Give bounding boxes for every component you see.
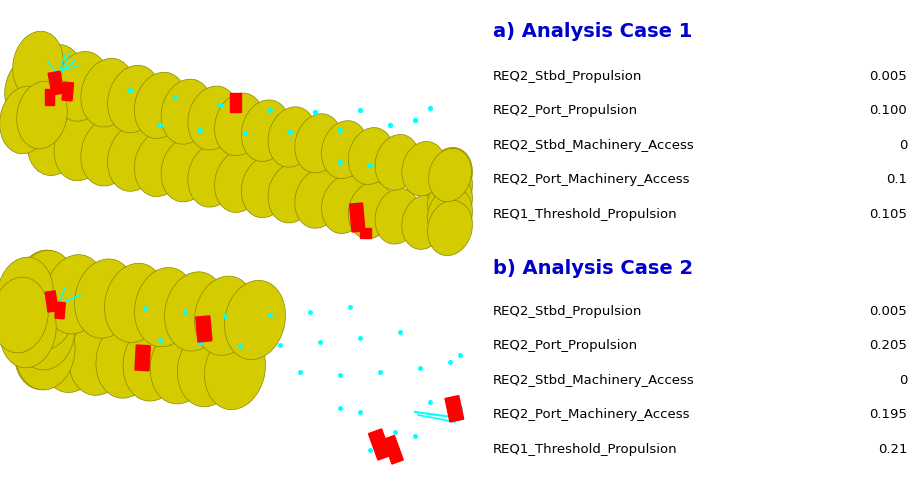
Text: 0.105: 0.105: [869, 208, 907, 221]
Text: REQ2_Port_Machinery_Access: REQ2_Port_Machinery_Access: [493, 173, 690, 186]
Ellipse shape: [15, 290, 76, 370]
Ellipse shape: [5, 56, 55, 124]
Ellipse shape: [165, 272, 226, 351]
Ellipse shape: [96, 319, 157, 398]
Ellipse shape: [194, 276, 255, 355]
Ellipse shape: [241, 100, 290, 161]
Ellipse shape: [402, 195, 446, 250]
Ellipse shape: [123, 322, 184, 401]
Ellipse shape: [204, 330, 265, 409]
Bar: [55, 302, 65, 319]
Ellipse shape: [15, 251, 76, 330]
Text: REQ2_Port_Propulsion: REQ2_Port_Propulsion: [493, 339, 638, 352]
Ellipse shape: [15, 310, 76, 390]
Ellipse shape: [15, 250, 76, 330]
Ellipse shape: [268, 107, 316, 167]
Text: 0: 0: [899, 374, 907, 387]
Text: 0.21: 0.21: [878, 443, 907, 456]
Ellipse shape: [427, 161, 472, 216]
Ellipse shape: [41, 313, 102, 393]
Text: REQ1_Threshold_Propulsion: REQ1_Threshold_Propulsion: [493, 208, 677, 221]
Bar: [360, 228, 371, 238]
Ellipse shape: [28, 45, 83, 116]
Ellipse shape: [225, 280, 286, 360]
Bar: [62, 82, 74, 101]
Ellipse shape: [321, 176, 367, 234]
Text: REQ2_Stbd_Propulsion: REQ2_Stbd_Propulsion: [493, 70, 642, 83]
Text: 0: 0: [899, 139, 907, 152]
Ellipse shape: [427, 147, 472, 203]
Text: REQ1_Threshold_Propulsion: REQ1_Threshold_Propulsion: [493, 443, 677, 456]
Text: REQ2_Port_Machinery_Access: REQ2_Port_Machinery_Access: [493, 408, 690, 421]
Ellipse shape: [17, 81, 67, 149]
Ellipse shape: [15, 270, 76, 350]
Ellipse shape: [427, 187, 472, 242]
Ellipse shape: [75, 259, 135, 338]
Text: REQ2_Port_Propulsion: REQ2_Port_Propulsion: [493, 104, 638, 117]
Ellipse shape: [215, 93, 264, 156]
Bar: [135, 345, 150, 371]
Ellipse shape: [81, 118, 134, 186]
Ellipse shape: [108, 124, 160, 192]
Ellipse shape: [188, 143, 239, 207]
Ellipse shape: [321, 120, 367, 179]
Ellipse shape: [0, 277, 48, 353]
Ellipse shape: [134, 72, 186, 138]
Bar: [445, 396, 463, 422]
Ellipse shape: [54, 51, 109, 121]
Ellipse shape: [28, 105, 83, 176]
Text: b) Analysis Case 2: b) Analysis Case 2: [493, 259, 693, 278]
Ellipse shape: [375, 189, 420, 244]
Text: REQ2_Stbd_Machinery_Access: REQ2_Stbd_Machinery_Access: [493, 374, 694, 387]
Ellipse shape: [241, 156, 290, 218]
Ellipse shape: [44, 255, 106, 334]
Text: REQ2_Stbd_Machinery_Access: REQ2_Stbd_Machinery_Access: [493, 139, 694, 152]
Ellipse shape: [428, 148, 472, 202]
Ellipse shape: [428, 201, 472, 255]
Ellipse shape: [15, 311, 76, 390]
Ellipse shape: [375, 134, 420, 190]
Ellipse shape: [402, 142, 446, 196]
Ellipse shape: [134, 267, 195, 347]
Ellipse shape: [215, 150, 264, 213]
Bar: [45, 89, 54, 105]
Text: 0.005: 0.005: [869, 70, 907, 83]
Ellipse shape: [427, 174, 472, 229]
Text: 0.100: 0.100: [869, 104, 907, 117]
Text: 0.195: 0.195: [869, 408, 907, 421]
Ellipse shape: [0, 292, 56, 368]
Text: a) Analysis Case 1: a) Analysis Case 1: [493, 22, 692, 41]
Ellipse shape: [178, 327, 239, 407]
Ellipse shape: [108, 65, 160, 132]
Ellipse shape: [161, 79, 212, 144]
Ellipse shape: [188, 86, 239, 150]
Ellipse shape: [104, 263, 166, 342]
Ellipse shape: [348, 128, 393, 184]
Text: 0.205: 0.205: [869, 339, 907, 352]
Text: 0.1: 0.1: [886, 173, 907, 186]
Bar: [230, 93, 241, 112]
Ellipse shape: [348, 182, 393, 239]
Ellipse shape: [13, 31, 64, 99]
Ellipse shape: [81, 59, 134, 127]
Ellipse shape: [427, 200, 472, 256]
Bar: [45, 291, 58, 312]
Ellipse shape: [0, 86, 51, 154]
Ellipse shape: [150, 324, 211, 404]
Ellipse shape: [54, 111, 109, 181]
Text: 0.005: 0.005: [869, 305, 907, 318]
Bar: [383, 435, 403, 464]
Ellipse shape: [295, 169, 342, 228]
Bar: [48, 71, 64, 95]
Bar: [368, 429, 391, 460]
Ellipse shape: [69, 316, 130, 396]
Ellipse shape: [134, 131, 186, 197]
Bar: [196, 316, 212, 342]
Ellipse shape: [0, 257, 53, 333]
Text: REQ2_Stbd_Propulsion: REQ2_Stbd_Propulsion: [493, 305, 642, 318]
Bar: [350, 203, 365, 232]
Ellipse shape: [161, 137, 212, 202]
Ellipse shape: [268, 163, 316, 223]
Ellipse shape: [295, 114, 342, 173]
